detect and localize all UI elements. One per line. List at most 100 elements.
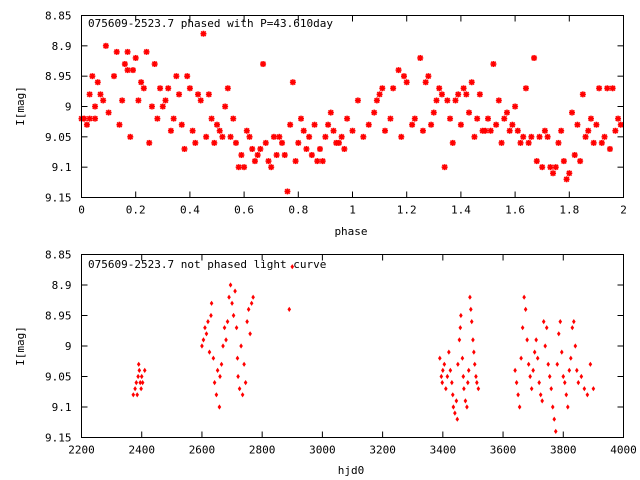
data-point bbox=[248, 331, 252, 337]
data-point bbox=[373, 97, 380, 104]
data-point bbox=[170, 115, 177, 122]
data-point bbox=[563, 176, 570, 183]
y-tick-label: 9.1 bbox=[52, 401, 72, 414]
data-point bbox=[186, 85, 193, 92]
data-point bbox=[308, 152, 315, 159]
data-point bbox=[221, 343, 225, 349]
data-point bbox=[233, 288, 237, 294]
data-point bbox=[327, 109, 334, 116]
x-axis-label: phase bbox=[334, 225, 367, 238]
plot-frame bbox=[81, 15, 624, 198]
data-point bbox=[523, 306, 528, 312]
data-point bbox=[316, 145, 323, 152]
data-point bbox=[129, 67, 136, 74]
data-point bbox=[598, 139, 605, 146]
data-point bbox=[573, 343, 578, 349]
data-point bbox=[143, 48, 150, 55]
data-point bbox=[529, 386, 534, 392]
data-point bbox=[567, 367, 572, 373]
data-point bbox=[134, 380, 139, 386]
data-point bbox=[534, 337, 538, 343]
data-point bbox=[216, 127, 223, 134]
data-point bbox=[165, 85, 172, 92]
data-point bbox=[558, 127, 565, 134]
data-point bbox=[465, 404, 469, 410]
data-point bbox=[531, 54, 538, 61]
data-point bbox=[201, 337, 206, 343]
data-point bbox=[207, 349, 212, 355]
data-point bbox=[538, 392, 543, 398]
data-point bbox=[136, 361, 141, 367]
data-point bbox=[452, 97, 459, 104]
data-point bbox=[444, 386, 448, 392]
data-point bbox=[382, 127, 389, 134]
data-point bbox=[349, 127, 356, 134]
data-point bbox=[398, 133, 405, 140]
data-point bbox=[455, 91, 462, 98]
x-tick-label: 2600 bbox=[189, 444, 216, 457]
chart-title: 075609-2523.7 not phased light curve bbox=[88, 258, 326, 271]
data-point bbox=[579, 91, 586, 98]
data-point bbox=[539, 164, 546, 171]
data-point bbox=[468, 79, 475, 86]
x-tick-label: 0.4 bbox=[180, 204, 200, 217]
data-point bbox=[495, 97, 502, 104]
data-point bbox=[268, 164, 275, 171]
x-tick-label: 1.8 bbox=[559, 204, 579, 217]
data-point bbox=[460, 355, 465, 361]
data-point bbox=[92, 103, 99, 110]
data-point bbox=[556, 331, 561, 337]
data-point bbox=[139, 373, 144, 380]
data-point bbox=[544, 325, 549, 331]
data-point bbox=[279, 139, 286, 146]
data-point bbox=[506, 127, 513, 134]
data-point bbox=[222, 325, 227, 331]
data-point bbox=[97, 91, 104, 98]
data-point bbox=[493, 121, 500, 128]
data-point bbox=[512, 103, 519, 110]
data-point bbox=[439, 373, 444, 380]
data-point bbox=[290, 264, 295, 270]
data-point bbox=[139, 386, 143, 392]
data-point bbox=[552, 164, 559, 171]
data-point bbox=[441, 367, 445, 373]
data-point bbox=[113, 48, 120, 55]
data-point bbox=[419, 127, 426, 134]
data-point bbox=[549, 386, 554, 392]
data-point bbox=[457, 337, 462, 343]
data-point bbox=[124, 48, 131, 55]
data-point bbox=[417, 54, 424, 61]
data-point bbox=[466, 367, 471, 373]
data-point bbox=[441, 164, 448, 171]
data-point bbox=[400, 73, 407, 80]
data-point bbox=[565, 404, 570, 410]
data-point bbox=[498, 139, 505, 146]
data-point bbox=[428, 121, 435, 128]
data-point bbox=[219, 133, 226, 140]
data-point bbox=[430, 109, 437, 116]
data-point bbox=[553, 428, 558, 434]
data-point bbox=[86, 91, 93, 98]
data-point bbox=[525, 337, 529, 343]
data-point bbox=[138, 380, 143, 386]
data-point bbox=[215, 367, 220, 373]
data-point bbox=[235, 164, 242, 171]
data-point bbox=[322, 133, 329, 140]
data-point bbox=[344, 115, 351, 122]
data-point bbox=[555, 361, 560, 367]
data-point bbox=[447, 115, 454, 122]
data-point bbox=[289, 79, 296, 86]
data-point bbox=[192, 139, 199, 146]
data-point bbox=[338, 133, 345, 140]
data-point bbox=[135, 392, 140, 398]
data-point bbox=[151, 61, 158, 68]
data-point bbox=[206, 319, 210, 325]
data-point bbox=[525, 139, 532, 146]
x-tick-label: 1.4 bbox=[451, 204, 471, 217]
data-point bbox=[444, 97, 451, 104]
data-point bbox=[376, 91, 383, 98]
data-point bbox=[559, 349, 564, 355]
data-point bbox=[463, 91, 470, 98]
x-tick-label: 2 bbox=[620, 204, 627, 217]
